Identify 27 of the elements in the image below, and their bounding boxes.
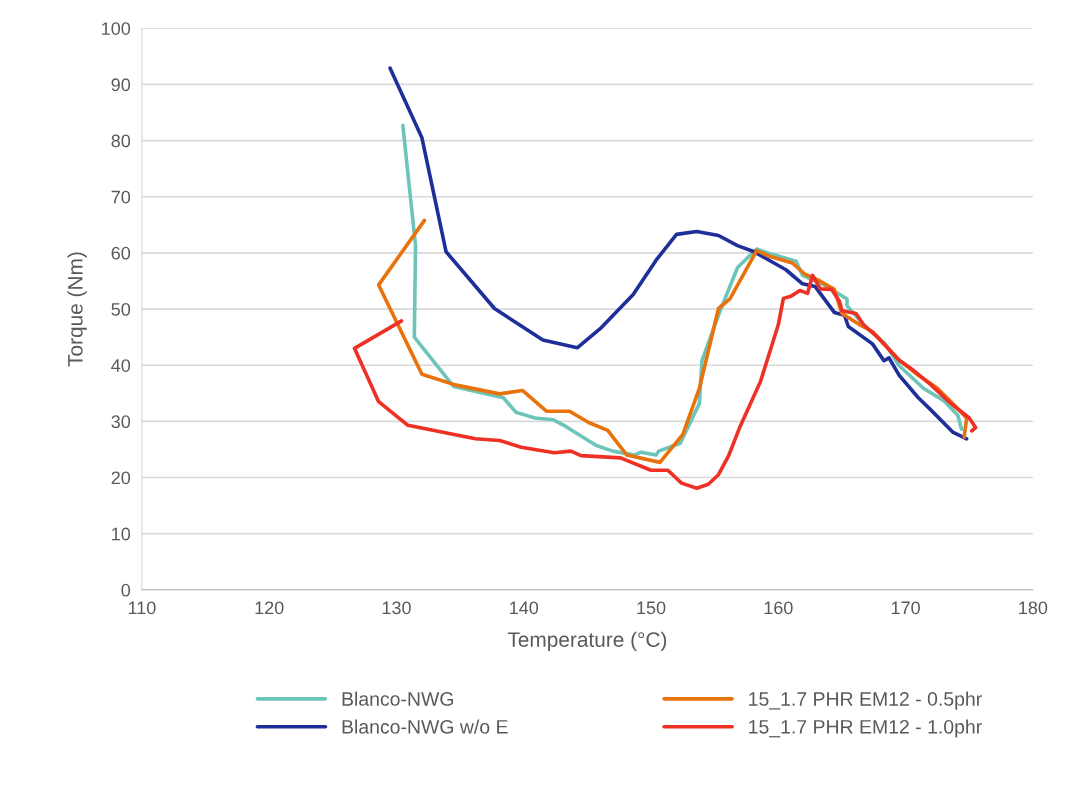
legend-label: Blanco-NWG w/o E: [342, 719, 508, 734]
x-tick-label: 130: [382, 601, 411, 615]
y-tick-label: 40: [111, 359, 131, 372]
y-tick-label: 90: [111, 78, 131, 92]
x-tick-label: 110: [128, 601, 156, 615]
legend-label: Blanco-NWG: [342, 691, 454, 706]
x-tick-label: 170: [891, 601, 920, 615]
y-tick-label: 10: [112, 527, 131, 541]
x-axis-title: Temperature (°C): [507, 631, 667, 652]
x-tick-label: 150: [637, 601, 666, 615]
y-tick-label: 70: [111, 190, 131, 204]
y-tick-label: 20: [111, 471, 131, 485]
x-tick-label: 180: [1019, 601, 1048, 615]
line-series: [352, 273, 978, 491]
legend-label: 15_1.7 PHR EM12 - 1.0phr: [749, 719, 982, 738]
y-tick-label: 80: [111, 134, 131, 148]
y-tick-label: 60: [111, 246, 131, 260]
y-tick-label: 0: [121, 583, 131, 597]
y-axis-title: Torque (Nm): [67, 252, 87, 367]
legend-label: 15_1.7 PHR EM12 - 0.5phr: [749, 691, 982, 710]
y-tick-label: 30: [111, 415, 131, 429]
x-tick-label: 140: [510, 601, 539, 615]
y-tick-label: 100: [102, 22, 131, 35]
y-tick-label: 50: [111, 302, 131, 316]
x-tick-label: 160: [764, 601, 793, 615]
line-series: [388, 66, 969, 441]
x-tick-label: 120: [255, 601, 284, 615]
